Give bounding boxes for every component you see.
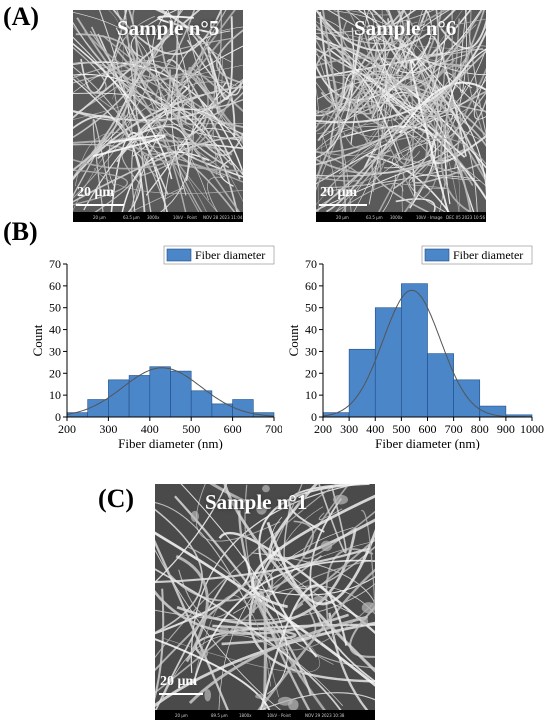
x-tick-label: 300 — [340, 422, 358, 436]
histogram-bar — [87, 399, 109, 418]
sem-image-sample-5: Sample n°5 20 μm 20 μm 63.5 μm 3000x 10k… — [73, 10, 243, 222]
y-tick-label: 20 — [305, 366, 317, 380]
y-tick-label: 40 — [305, 323, 317, 337]
y-tick-label: 30 — [49, 344, 61, 358]
scale-bar — [159, 693, 203, 695]
y-tick-label: 40 — [49, 323, 61, 337]
y-tick-label: 70 — [49, 257, 61, 271]
histogram-bar — [66, 412, 89, 418]
fiber-network-texture — [155, 484, 375, 710]
histogram-svg: 0 10 20 30 40 50 60 70 200 300 400 500 600 700 Fiber d… — [30, 245, 283, 451]
scale-bar-label: 20 μm — [320, 185, 358, 200]
y-tick-label: 50 — [49, 301, 61, 315]
histogram-sample-5: 0 10 20 30 40 50 60 70 200 300 400 500 600 700 Fiber d… — [30, 242, 283, 451]
fit-curve — [66, 367, 275, 417]
scale-bar-label: 20 μm — [77, 185, 115, 200]
y-tick-label: 30 — [305, 344, 317, 358]
x-axis-title: Fiber diameter (nm) — [375, 436, 480, 450]
histogram-bar — [374, 307, 402, 418]
fiber-mesh-texture — [316, 10, 486, 212]
legend-box — [421, 245, 533, 265]
scale-bar — [76, 204, 124, 206]
histogram-bar — [453, 379, 481, 418]
histogram-bar — [128, 375, 151, 418]
histogram-bar — [149, 366, 171, 418]
histogram-bar — [427, 353, 454, 418]
legend-swatch — [166, 248, 192, 262]
y-tick-label: 60 — [49, 279, 61, 293]
histogram-bar — [348, 348, 376, 418]
y-tick-label: 50 — [305, 301, 317, 315]
sem-info-bar: 20 μm 89.5 μm 1800x 10kV · Point NOV 29 … — [155, 710, 375, 720]
legend-swatch — [424, 248, 450, 262]
x-tick-label: 300 — [99, 422, 117, 436]
x-tick-label: 400 — [366, 422, 384, 436]
x-tick-label: 200 — [314, 422, 332, 436]
x-tick-label: 200 — [58, 422, 76, 436]
y-axis-title: Count — [30, 324, 45, 356]
scale-bar-label: 20 μm — [160, 674, 198, 689]
x-tick-label: 400 — [141, 422, 159, 436]
y-tick-label: 10 — [49, 388, 61, 402]
y-tick-label: 20 — [49, 366, 61, 380]
y-tick-label: 0 — [311, 410, 317, 424]
x-tick-label: 500 — [182, 422, 200, 436]
scale-bar — [319, 204, 367, 206]
histogram-sample-6: 0 10 20 30 40 50 60 70 200 300 400 500 600 700 800 900 1… — [286, 242, 546, 451]
panel-label-b: (B) — [3, 217, 38, 246]
y-tick-label: 0 — [55, 410, 61, 424]
x-tick-label: 600 — [419, 422, 437, 436]
legend-box — [163, 245, 275, 265]
y-tick-label: 70 — [305, 257, 317, 271]
sem-title: Sample n°1 — [205, 490, 308, 514]
sem-info-bar: 20 μm 63.5 μm 3000x 10kV · Point NOV 28 … — [73, 212, 243, 222]
x-tick-label: 800 — [471, 422, 489, 436]
x-tick-label: 500 — [392, 422, 410, 436]
sem-title: Sample n°6 — [354, 16, 457, 40]
sem-image-sample-6: Sample n°6 20 μm 20 μm 63.5 μm 3000x 10k… — [316, 10, 486, 222]
y-tick-label: 10 — [305, 388, 317, 402]
histogram-svg: 0 10 20 30 40 50 60 70 200 300 400 500 600 700 800 900 1… — [286, 245, 544, 451]
x-tick-label: 700 — [445, 422, 463, 436]
panel-label-a: (A) — [3, 2, 40, 31]
x-tick-label: 600 — [224, 422, 242, 436]
histogram-bar — [401, 283, 428, 418]
y-tick-label: 60 — [305, 279, 317, 293]
x-tick-label: 900 — [497, 422, 515, 436]
y-axis-title: Count — [286, 324, 301, 356]
legend-label: Fiber diameter — [453, 248, 523, 262]
sem-title: Sample n°5 — [117, 16, 220, 40]
panel-label-c: (C) — [98, 484, 135, 513]
histogram-bar — [190, 390, 213, 418]
sem-info-bar: 20 μm 63.5 μm 3000x 10kV · Image DEC 05 … — [316, 212, 486, 222]
fiber-mesh-texture — [73, 10, 243, 212]
x-axis-title: Fiber diameter (nm) — [118, 436, 223, 450]
fit-curve — [322, 289, 532, 418]
x-tick-label: 1000 — [520, 422, 544, 436]
legend-label: Fiber diameter — [195, 248, 265, 262]
x-tick-label: 700 — [265, 422, 282, 436]
sem-image-sample-1: Sample n°1 20 μm 20 μm 89.5 μm 1800x 10k… — [155, 484, 375, 720]
